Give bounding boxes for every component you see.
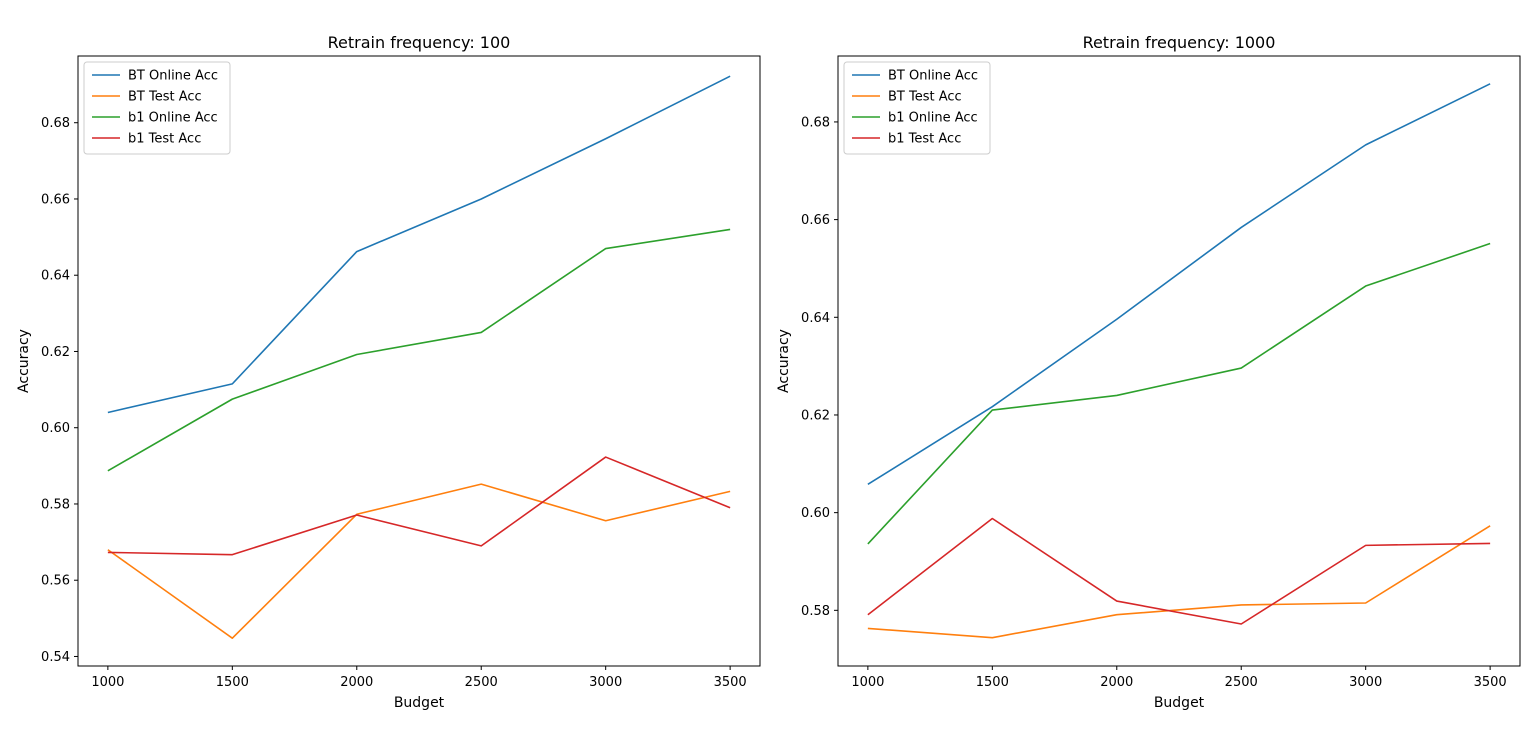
y-tick-label: 0.60 [801, 506, 830, 521]
series-line-1 [107, 75, 731, 414]
y-tick-label: 0.62 [801, 408, 830, 423]
legend-entry: b1 Online Acc [128, 111, 218, 126]
x-axis-ticks: 1000 1500 2000 2500 3000 3500 [851, 666, 1507, 690]
y-tick-label: 0.58 [41, 497, 70, 512]
y-tick-label: 0.60 [41, 421, 70, 436]
series-line-3 [867, 242, 1491, 545]
series-line-4 [107, 456, 731, 556]
x-tick-label: 2500 [465, 675, 498, 690]
x-tick-label: 3000 [1349, 675, 1382, 690]
series-line-4 [867, 517, 1491, 625]
y-axis-label: Accuracy [776, 329, 792, 393]
chart-panel-retrain-1000: Retrain frequency: 1000 Budget Accuracy … [776, 33, 1521, 711]
axes-frame [837, 55, 1521, 667]
y-axis-ticks: 0.54 0.56 0.58 0.60 0.62 0.64 0.66 0.68 [41, 116, 78, 665]
y-tick-label: 0.66 [801, 213, 830, 228]
x-tick-label: 1000 [91, 675, 124, 690]
legend-entry: b1 Test Acc [888, 132, 961, 147]
plot-lines [867, 83, 1491, 639]
x-tick-label: 2500 [1225, 675, 1258, 690]
plot-lines [107, 75, 731, 639]
y-tick-label: 0.66 [41, 192, 70, 207]
y-tick-label: 0.64 [41, 269, 70, 284]
legend-entry: b1 Test Acc [128, 132, 201, 147]
series-line-2 [867, 525, 1491, 639]
y-tick-label: 0.64 [801, 311, 830, 326]
series-line-3 [107, 228, 731, 472]
x-axis-label: Budget [394, 695, 445, 711]
legend: BT Online Acc BT Test Acc b1 Online Acc b1 … [843, 61, 991, 155]
legend: BT Online Acc BT Test Acc b1 Online Acc b1 … [83, 61, 231, 155]
legend-entry: b1 Online Acc [888, 111, 978, 126]
y-tick-label: 0.62 [41, 345, 70, 360]
x-tick-label: 3000 [589, 675, 622, 690]
chart-panel-retrain-100: Retrain frequency: 100 Budget Accuracy 1… [16, 33, 761, 711]
legend-entry: BT Test Acc [128, 90, 202, 105]
y-axis-label: Accuracy [16, 329, 32, 393]
legend-entry: BT Test Acc [888, 90, 962, 105]
y-tick-label: 0.54 [41, 650, 70, 665]
x-tick-label: 2000 [340, 675, 373, 690]
y-tick-label: 0.68 [801, 115, 830, 130]
y-tick-label: 0.56 [41, 574, 70, 589]
legend-box [83, 61, 231, 155]
series-line-2 [107, 483, 731, 639]
x-tick-label: 1500 [976, 675, 1009, 690]
legend-entry: BT Online Acc [128, 69, 218, 84]
x-tick-label: 3500 [1474, 675, 1507, 690]
x-tick-label: 1000 [851, 675, 884, 690]
y-tick-label: 0.68 [41, 116, 70, 131]
x-axis-ticks: 1000 1500 2000 2500 3000 3500 [91, 666, 747, 690]
x-axis-label: Budget [1154, 695, 1205, 711]
y-tick-label: 0.58 [801, 604, 830, 619]
legend-entry: BT Online Acc [888, 69, 978, 84]
chart-title: Retrain frequency: 1000 [1083, 33, 1276, 52]
axes-frame [77, 55, 761, 667]
series-line-1 [867, 83, 1491, 485]
x-tick-label: 2000 [1100, 675, 1133, 690]
legend-box [843, 61, 991, 155]
x-tick-label: 3500 [714, 675, 747, 690]
x-tick-label: 1500 [216, 675, 249, 690]
chart-title: Retrain frequency: 100 [328, 33, 511, 52]
y-axis-ticks: 0.58 0.60 0.62 0.64 0.66 0.68 [801, 115, 838, 619]
